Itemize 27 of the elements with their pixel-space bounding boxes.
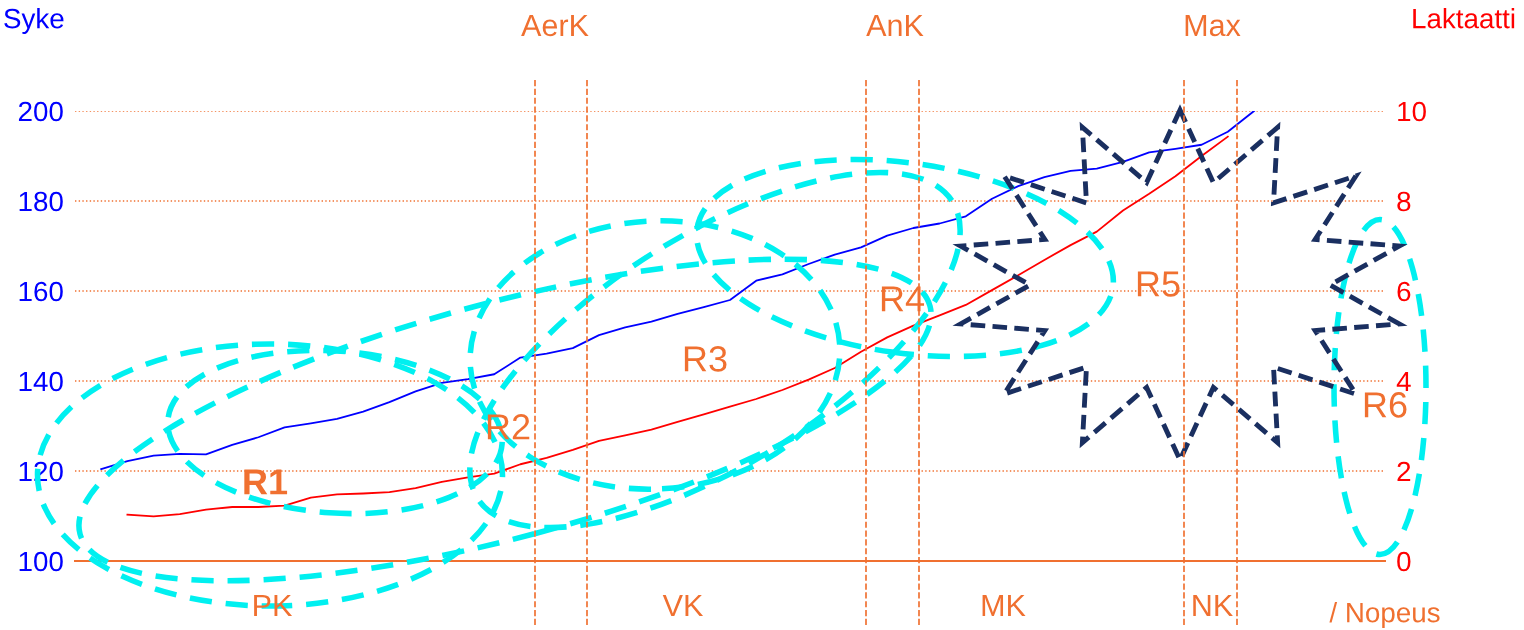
annotation: R1 bbox=[244, 469, 288, 495]
annotation: R3 bbox=[684, 346, 727, 372]
text: AerK bbox=[521, 14, 589, 37]
line-series bbox=[126, 135, 1229, 518]
y-tick-label: 140 bbox=[19, 371, 63, 392]
y2-tick-label: 6 bbox=[1397, 281, 1411, 302]
text: MK bbox=[982, 594, 1026, 616]
x-axis-title: / Nopeus bbox=[1329, 602, 1440, 628]
y-axis-title: Syke bbox=[4, 8, 64, 34]
y2-tick-label: 8 bbox=[1397, 191, 1411, 212]
y2-tick-label: 0 bbox=[1397, 551, 1411, 572]
annotation: R6 bbox=[1364, 392, 1407, 418]
annotation: R4 bbox=[881, 286, 925, 312]
y2-tick-label: 10 bbox=[1398, 101, 1426, 122]
y-tick-label: 100 bbox=[19, 551, 63, 572]
y-tick-label: 180 bbox=[19, 191, 63, 212]
y2-tick-label: 4 bbox=[1396, 371, 1411, 392]
text: Max bbox=[1185, 14, 1241, 37]
y-tick-label: 200 bbox=[18, 101, 63, 122]
text: VK bbox=[662, 594, 704, 616]
y2-axis-title: Laktaatti bbox=[1413, 8, 1515, 29]
y2-tick-label: 2 bbox=[1397, 461, 1411, 482]
line-series bbox=[100, 111, 1255, 471]
text: NK bbox=[1193, 594, 1233, 616]
annotation: R5 bbox=[1137, 271, 1180, 297]
y-tick-label: 160 bbox=[19, 281, 63, 302]
text: AnK bbox=[866, 14, 924, 36]
